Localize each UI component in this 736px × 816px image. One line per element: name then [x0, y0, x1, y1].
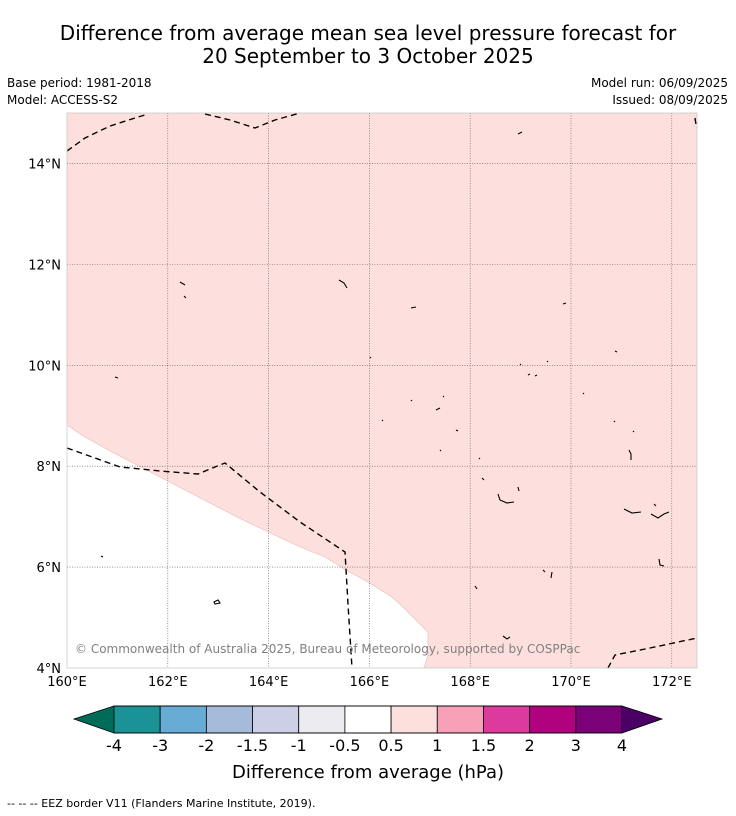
anomaly-fill-region	[67, 113, 697, 668]
island	[497, 486, 520, 504]
chart-title: Difference from average mean sea level p…	[0, 22, 736, 68]
colorbar-labels: -4 -3 -2 -1.5 -1 -0.5 0.5 1 1.5 2 3 4	[106, 736, 627, 755]
lat-tick-label: 14°N	[28, 157, 61, 172]
lon-tick-label: 162°E	[148, 675, 188, 690]
copyright-text: © Commonwealth of Australia 2025, Bureau…	[75, 642, 580, 656]
island	[481, 477, 485, 481]
title-line-1: Difference from average mean sea level p…	[59, 21, 677, 45]
island	[527, 373, 538, 377]
colorbar-tick-label: 1	[432, 736, 442, 755]
colorbar-tick-label: 3	[571, 736, 581, 755]
colorbar-tick-label: -1	[291, 736, 307, 755]
colorbar-extend-low	[74, 706, 114, 733]
longitude-axis: 160°E 162°E 164°E 166°E 168°E 170°E 172°E	[47, 675, 691, 690]
eez-border-top	[67, 113, 149, 152]
colorbar: -4 -3 -2 -1.5 -1 -0.5 0.5 1 1.5 2 3 4 Difference fr…	[72, 705, 664, 783]
island	[623, 508, 670, 519]
colorbar-box	[483, 705, 531, 734]
colorbar-box	[529, 705, 577, 734]
island	[114, 356, 372, 379]
island	[474, 569, 553, 590]
colorbar-boxes	[113, 705, 623, 734]
colorbar-tick-label: 0.5	[378, 736, 403, 755]
meta-left: Base period: 1981-2018 Model: ACCESS-S2	[7, 76, 152, 110]
meta-right: Model run: 06/09/2025 Issued: 08/09/2025	[591, 76, 728, 110]
lon-tick-label: 164°E	[249, 675, 289, 690]
colorbar-box	[298, 705, 346, 734]
colorbar-box	[252, 705, 300, 734]
colorbar-tick-label: -1.5	[237, 736, 268, 755]
island	[658, 558, 665, 567]
colorbar-tick-label: -3	[152, 736, 168, 755]
title-line-2: 20 September to 3 October 2025	[202, 44, 534, 68]
colorbar-tick-label: -4	[106, 736, 122, 755]
colorbar-tick-label: 2	[525, 736, 535, 755]
island	[478, 449, 632, 460]
lat-tick-label: 6°N	[37, 561, 62, 576]
lat-tick-label: 10°N	[28, 359, 61, 374]
island	[519, 350, 618, 366]
lon-tick-label: 170°E	[551, 675, 591, 690]
colorbar-box	[390, 705, 438, 734]
lon-tick-label: 166°E	[350, 675, 390, 690]
map-frame	[66, 112, 698, 669]
lon-tick-label: 160°E	[47, 675, 87, 690]
colorbar-box	[344, 705, 392, 734]
colorbar-tick-label: 1.5	[471, 736, 496, 755]
lat-tick-label: 8°N	[37, 460, 62, 475]
colorbar-title: Difference from average (hPa)	[232, 762, 504, 783]
colorbar-tick-label: -0.5	[329, 736, 360, 755]
island	[439, 429, 635, 452]
island	[410, 392, 585, 402]
eez-border-east	[607, 637, 697, 668]
island	[381, 407, 616, 423]
colorbar-extend-high	[622, 706, 662, 733]
colorbar-box	[575, 705, 623, 734]
island	[100, 503, 657, 558]
island	[502, 635, 511, 640]
island	[410, 306, 417, 309]
colorbar-box	[113, 705, 161, 734]
grid-lines	[67, 113, 697, 668]
lon-tick-label: 168°E	[450, 675, 490, 690]
colorbar-box	[205, 705, 253, 734]
islands	[100, 131, 670, 640]
colorbar-box	[436, 705, 484, 734]
island	[213, 599, 221, 605]
model-name: Model: ACCESS-S2	[7, 93, 119, 107]
lat-tick-label: 4°N	[37, 662, 62, 677]
eez-border-mid	[67, 447, 353, 668]
colorbar-tick-label: 4	[617, 736, 627, 755]
map-area: © Commonwealth of Australia 2025, Bureau…	[28, 112, 698, 690]
colorbar-box	[159, 705, 207, 734]
model-run: Model run: 06/09/2025	[590, 76, 728, 90]
island	[517, 131, 523, 135]
colorbar-outline	[72, 705, 664, 734]
base-period: Base period: 1981-2018	[7, 76, 152, 90]
eez-border-top-2	[204, 113, 301, 129]
colorbar-tick-label: -2	[198, 736, 214, 755]
eez-footnote: -- -- -- EEZ border V11 (Flanders Marine…	[7, 797, 316, 810]
eez-borders	[67, 113, 697, 668]
lon-tick-label: 172°E	[652, 675, 692, 690]
latitude-axis: 4°N 6°N 8°N 10°N 12°N 14°N	[28, 157, 61, 677]
lat-tick-label: 12°N	[28, 258, 61, 273]
issued-date: Issued: 08/09/2025	[612, 93, 728, 107]
island	[562, 302, 567, 305]
eez-border-corner	[694, 117, 697, 126]
island	[179, 281, 187, 299]
island	[338, 279, 348, 289]
